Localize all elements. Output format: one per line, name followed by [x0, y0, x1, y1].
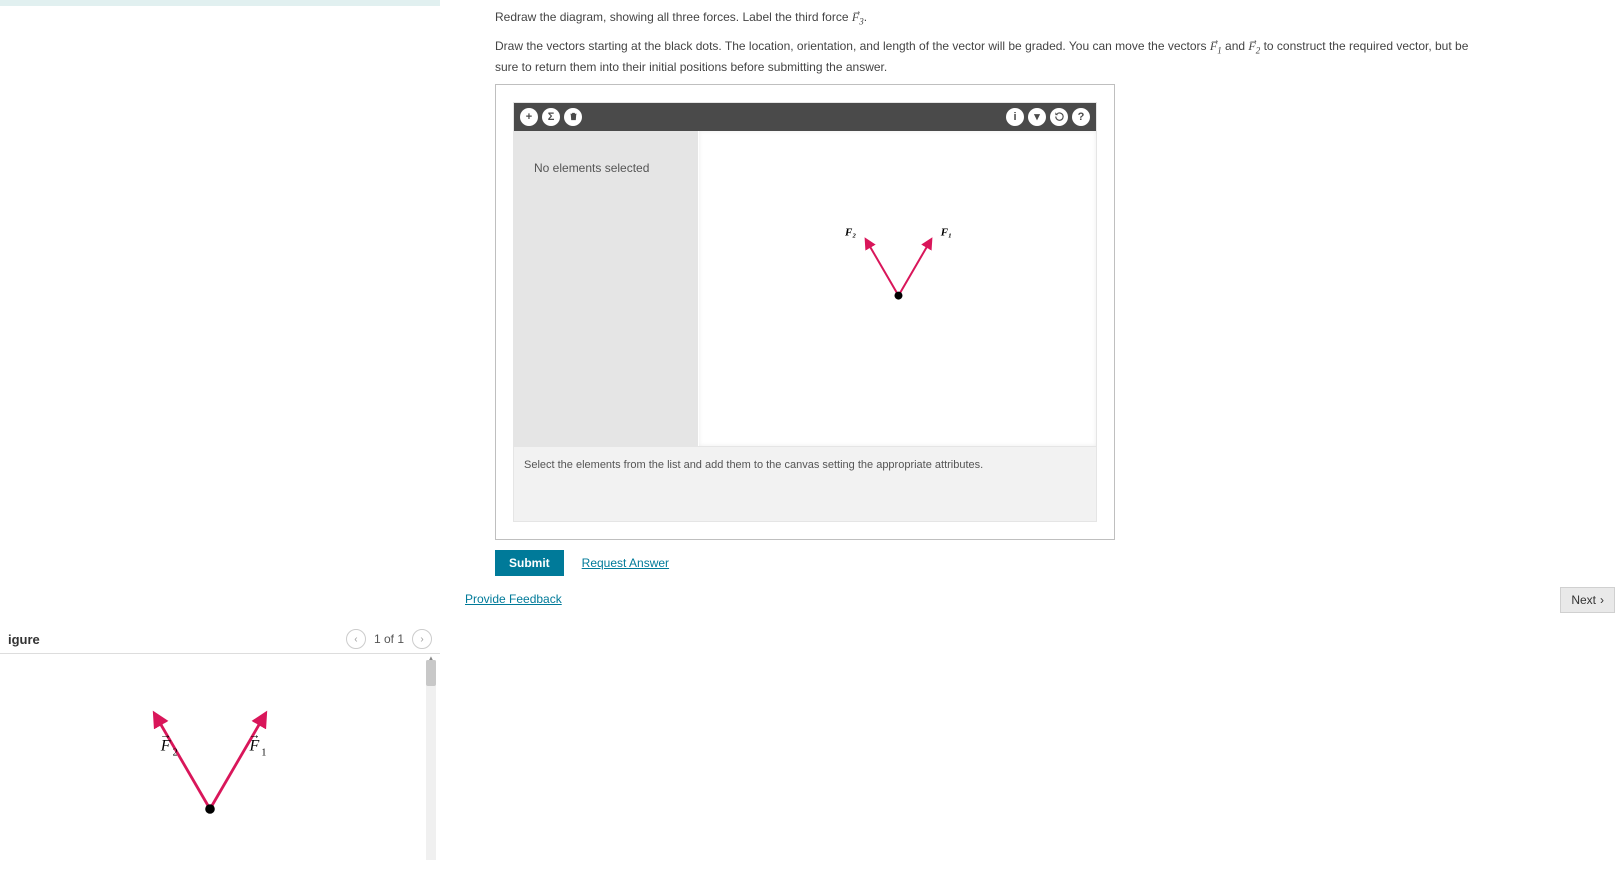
figure-scrollbar[interactable] — [426, 660, 436, 860]
provide-feedback-link[interactable]: Provide Feedback — [465, 592, 562, 606]
toolbar-right: i ▾ ? — [1006, 108, 1090, 126]
f3-symbol: →F3 — [852, 10, 864, 24]
selection-panel: No elements selected — [514, 131, 699, 446]
prev-figure-button[interactable]: ‹ — [346, 629, 366, 649]
figure-panel: igure ‹ 1 of 1 › →F1→F2 ▲ — [0, 625, 440, 874]
next-wrap: Next › — [1560, 587, 1615, 613]
applet-inner: + Σ i ▾ ? No elements selecte — [513, 102, 1097, 522]
instr2-b: and — [1222, 39, 1249, 53]
svg-text:F₁: F₁ — [940, 227, 952, 239]
toolbar-left: + Σ — [520, 108, 582, 126]
canvas-svg: F₁ F₂ — [699, 131, 1096, 445]
info-icon[interactable]: i — [1006, 108, 1024, 126]
f2-symbol: →F2 — [1248, 39, 1260, 53]
figure-title: igure — [8, 632, 40, 647]
instruction-line-1: Redraw the diagram, showing all three fo… — [495, 8, 1495, 29]
svg-text:1: 1 — [261, 748, 266, 759]
instr2-a: Draw the vectors starting at the black d… — [495, 39, 1210, 53]
instr1-post: . — [864, 10, 867, 24]
request-answer-link[interactable]: Request Answer — [582, 556, 669, 570]
workspace: No elements selected F₁ F₂ — [514, 131, 1096, 446]
action-row: Submit Request Answer — [495, 550, 1495, 576]
main-column: Redraw the diagram, showing all three fo… — [495, 8, 1495, 576]
next-button[interactable]: Next › — [1560, 587, 1615, 613]
applet-toolbar: + Σ i ▾ ? — [514, 103, 1096, 131]
figure-header: igure ‹ 1 of 1 › — [0, 625, 440, 654]
hint-text: Select the elements from the list and ad… — [524, 459, 983, 471]
figure-svg: →F1→F2 — [0, 654, 420, 874]
trash-icon[interactable] — [564, 108, 582, 126]
next-figure-button[interactable]: › — [412, 629, 432, 649]
selection-msg: No elements selected — [534, 161, 649, 175]
svg-text:F: F — [249, 738, 260, 755]
figure-nav: ‹ 1 of 1 › — [346, 629, 432, 649]
instruction-line-2: Draw the vectors starting at the black d… — [495, 37, 1495, 76]
svg-text:F: F — [160, 738, 171, 755]
chevron-right-icon: › — [1600, 593, 1604, 607]
drawing-canvas[interactable]: F₁ F₂ — [699, 131, 1096, 446]
drawing-applet: + Σ i ▾ ? No elements selecte — [495, 84, 1115, 540]
instr1-pre: Redraw the diagram, showing all three fo… — [495, 10, 852, 24]
figure-pager: 1 of 1 — [374, 632, 404, 646]
f1-symbol: →F1 — [1210, 39, 1222, 53]
scroll-thumb[interactable] — [426, 660, 436, 686]
help-icon[interactable]: ? — [1072, 108, 1090, 126]
submit-button[interactable]: Submit — [495, 550, 564, 576]
figure-body: →F1→F2 ▲ — [0, 654, 440, 874]
sigma-icon[interactable]: Σ — [542, 108, 560, 126]
top-teal-strip — [0, 0, 440, 6]
chevron-down-icon[interactable]: ▾ — [1028, 108, 1046, 126]
svg-text:F₂: F₂ — [844, 227, 856, 239]
next-label: Next — [1571, 593, 1596, 607]
applet-hint: Select the elements from the list and ad… — [514, 446, 1096, 521]
svg-text:2: 2 — [173, 748, 178, 759]
add-icon[interactable]: + — [520, 108, 538, 126]
refresh-icon[interactable] — [1050, 108, 1068, 126]
feedback-row: Provide Feedback — [465, 592, 562, 606]
